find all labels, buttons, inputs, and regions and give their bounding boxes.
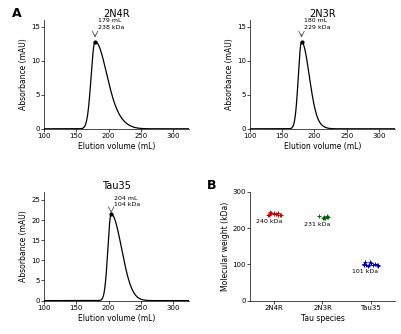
Point bbox=[361, 262, 367, 267]
Point bbox=[268, 210, 274, 216]
Point bbox=[321, 215, 328, 220]
Point bbox=[375, 263, 382, 268]
Point bbox=[372, 262, 378, 267]
Text: 231 kDa: 231 kDa bbox=[304, 221, 330, 226]
X-axis label: Elution volume (mL): Elution volume (mL) bbox=[78, 142, 155, 151]
Point bbox=[277, 212, 283, 218]
Point bbox=[271, 211, 277, 217]
X-axis label: Tau species: Tau species bbox=[301, 314, 344, 323]
X-axis label: Elution volume (mL): Elution volume (mL) bbox=[284, 142, 361, 151]
Point bbox=[361, 261, 368, 267]
Point bbox=[277, 212, 284, 217]
Point bbox=[323, 214, 330, 219]
Point bbox=[374, 262, 380, 268]
Y-axis label: Absorbance (mAU): Absorbance (mAU) bbox=[225, 38, 234, 110]
Point bbox=[324, 214, 330, 219]
Text: 180 mL
229 kDa: 180 mL 229 kDa bbox=[304, 18, 331, 29]
Point bbox=[370, 262, 377, 267]
Point bbox=[367, 260, 373, 265]
Point bbox=[316, 213, 322, 219]
Point bbox=[321, 215, 328, 220]
Point bbox=[368, 260, 375, 266]
Point bbox=[275, 210, 282, 216]
Point bbox=[267, 211, 273, 216]
Point bbox=[364, 263, 371, 268]
Text: A: A bbox=[12, 7, 22, 20]
Text: B: B bbox=[207, 179, 216, 192]
Point bbox=[363, 262, 369, 268]
Point bbox=[362, 260, 369, 265]
Point bbox=[361, 262, 367, 268]
Title: Tau35: Tau35 bbox=[102, 181, 131, 191]
Title: 2N3R: 2N3R bbox=[309, 9, 336, 19]
Point bbox=[325, 215, 331, 220]
Text: 204 mL
104 kDa: 204 mL 104 kDa bbox=[114, 196, 140, 207]
Point bbox=[319, 215, 326, 220]
Point bbox=[266, 212, 273, 217]
Point bbox=[271, 210, 277, 216]
Point bbox=[275, 212, 281, 217]
Point bbox=[273, 212, 279, 217]
Point bbox=[366, 262, 372, 268]
Y-axis label: Molecular weight (kDa): Molecular weight (kDa) bbox=[221, 202, 229, 291]
Y-axis label: Absorbance (mAU): Absorbance (mAU) bbox=[19, 38, 28, 110]
Point bbox=[375, 263, 381, 268]
Y-axis label: Absorbance (mAU): Absorbance (mAU) bbox=[19, 210, 28, 282]
Title: 2N4R: 2N4R bbox=[103, 9, 130, 19]
Text: 179 mL
238 kDa: 179 mL 238 kDa bbox=[97, 18, 124, 29]
Text: 101 kDa: 101 kDa bbox=[352, 270, 379, 275]
Point bbox=[266, 209, 273, 215]
X-axis label: Elution volume (mL): Elution volume (mL) bbox=[78, 314, 155, 323]
Text: 240 kDa: 240 kDa bbox=[256, 219, 282, 224]
Point bbox=[322, 215, 328, 220]
Point bbox=[265, 212, 271, 217]
